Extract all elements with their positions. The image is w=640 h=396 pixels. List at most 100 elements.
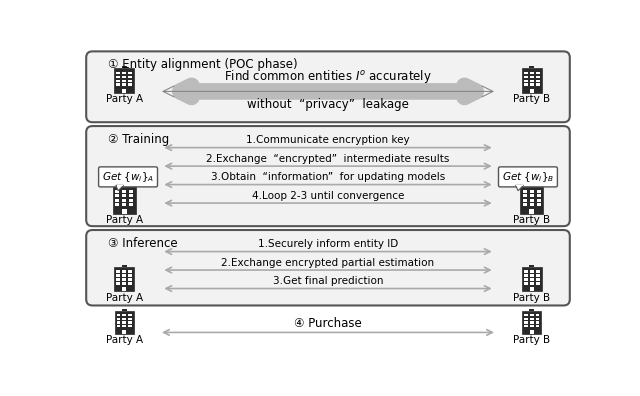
Text: without  “privacy”  leakage: without “privacy” leakage <box>247 97 409 110</box>
Polygon shape <box>113 186 136 214</box>
Polygon shape <box>122 194 126 197</box>
Polygon shape <box>128 325 131 327</box>
Polygon shape <box>536 190 541 193</box>
Polygon shape <box>530 203 534 206</box>
Polygon shape <box>122 287 127 291</box>
Polygon shape <box>122 80 126 82</box>
Text: Party A: Party A <box>106 293 143 303</box>
Polygon shape <box>522 311 541 333</box>
Text: ④ Purchase: ④ Purchase <box>294 317 362 330</box>
Polygon shape <box>122 265 127 267</box>
Polygon shape <box>117 318 120 320</box>
Text: 1.Securely inform entity ID: 1.Securely inform entity ID <box>258 239 398 249</box>
Text: 2.Exchange  “encrypted”  intermediate results: 2.Exchange “encrypted” intermediate resu… <box>206 154 450 164</box>
Polygon shape <box>524 76 527 78</box>
Polygon shape <box>530 318 534 320</box>
Polygon shape <box>122 278 126 281</box>
Polygon shape <box>523 190 527 193</box>
Polygon shape <box>129 80 132 82</box>
Polygon shape <box>122 89 127 93</box>
Polygon shape <box>116 274 120 277</box>
Polygon shape <box>114 267 134 291</box>
Polygon shape <box>536 76 540 78</box>
Polygon shape <box>525 321 528 324</box>
Text: ② Training: ② Training <box>108 133 169 146</box>
Polygon shape <box>115 199 120 202</box>
Polygon shape <box>524 84 527 86</box>
Polygon shape <box>116 72 120 74</box>
Polygon shape <box>122 274 126 277</box>
Polygon shape <box>536 325 539 327</box>
Polygon shape <box>128 318 131 320</box>
Polygon shape <box>530 282 534 285</box>
Polygon shape <box>524 282 527 285</box>
Polygon shape <box>116 278 120 281</box>
Polygon shape <box>536 199 541 202</box>
Polygon shape <box>530 72 534 74</box>
Polygon shape <box>122 203 126 206</box>
Polygon shape <box>530 321 534 324</box>
Polygon shape <box>522 68 542 93</box>
Polygon shape <box>530 314 534 316</box>
Polygon shape <box>536 274 540 277</box>
Polygon shape <box>122 308 127 311</box>
Polygon shape <box>525 318 528 320</box>
Polygon shape <box>122 318 126 320</box>
Polygon shape <box>122 330 126 333</box>
Polygon shape <box>524 270 527 273</box>
Polygon shape <box>116 270 120 273</box>
Polygon shape <box>530 330 534 333</box>
Polygon shape <box>129 203 133 206</box>
Polygon shape <box>523 194 527 197</box>
Polygon shape <box>116 185 124 191</box>
FancyBboxPatch shape <box>99 167 157 187</box>
Polygon shape <box>530 325 534 327</box>
Polygon shape <box>536 282 540 285</box>
Polygon shape <box>536 270 540 273</box>
Polygon shape <box>129 282 132 285</box>
Polygon shape <box>129 278 132 281</box>
Polygon shape <box>122 72 126 74</box>
Polygon shape <box>530 278 534 281</box>
Polygon shape <box>523 199 527 202</box>
Polygon shape <box>117 325 120 327</box>
Polygon shape <box>122 321 126 324</box>
Polygon shape <box>129 76 132 78</box>
Polygon shape <box>529 66 534 68</box>
Polygon shape <box>529 287 534 291</box>
Polygon shape <box>116 282 120 285</box>
Polygon shape <box>129 274 132 277</box>
Polygon shape <box>121 183 127 186</box>
Polygon shape <box>524 72 527 74</box>
Polygon shape <box>525 314 528 316</box>
Polygon shape <box>516 185 523 186</box>
Text: 1.Communicate encryption key: 1.Communicate encryption key <box>246 135 410 145</box>
Polygon shape <box>529 308 534 311</box>
Polygon shape <box>116 80 120 82</box>
Polygon shape <box>525 325 528 327</box>
Text: ③ Inference: ③ Inference <box>108 237 177 250</box>
Polygon shape <box>116 84 120 86</box>
Polygon shape <box>530 270 534 273</box>
Polygon shape <box>122 190 126 193</box>
Polygon shape <box>129 84 132 86</box>
FancyBboxPatch shape <box>86 230 570 305</box>
Polygon shape <box>522 267 542 291</box>
Polygon shape <box>536 72 540 74</box>
Polygon shape <box>116 76 120 78</box>
Polygon shape <box>536 80 540 82</box>
Polygon shape <box>117 321 120 324</box>
Polygon shape <box>129 194 133 197</box>
Polygon shape <box>536 194 541 197</box>
Polygon shape <box>115 194 120 197</box>
Polygon shape <box>529 89 534 93</box>
Polygon shape <box>524 278 527 281</box>
Polygon shape <box>129 72 132 74</box>
Text: Find common entities $I^o$ accurately: Find common entities $I^o$ accurately <box>224 68 432 85</box>
Text: Party B: Party B <box>513 215 550 225</box>
Polygon shape <box>122 282 126 285</box>
Polygon shape <box>122 76 126 78</box>
FancyBboxPatch shape <box>499 167 557 187</box>
Text: Party A: Party A <box>106 335 143 345</box>
Polygon shape <box>516 185 524 191</box>
